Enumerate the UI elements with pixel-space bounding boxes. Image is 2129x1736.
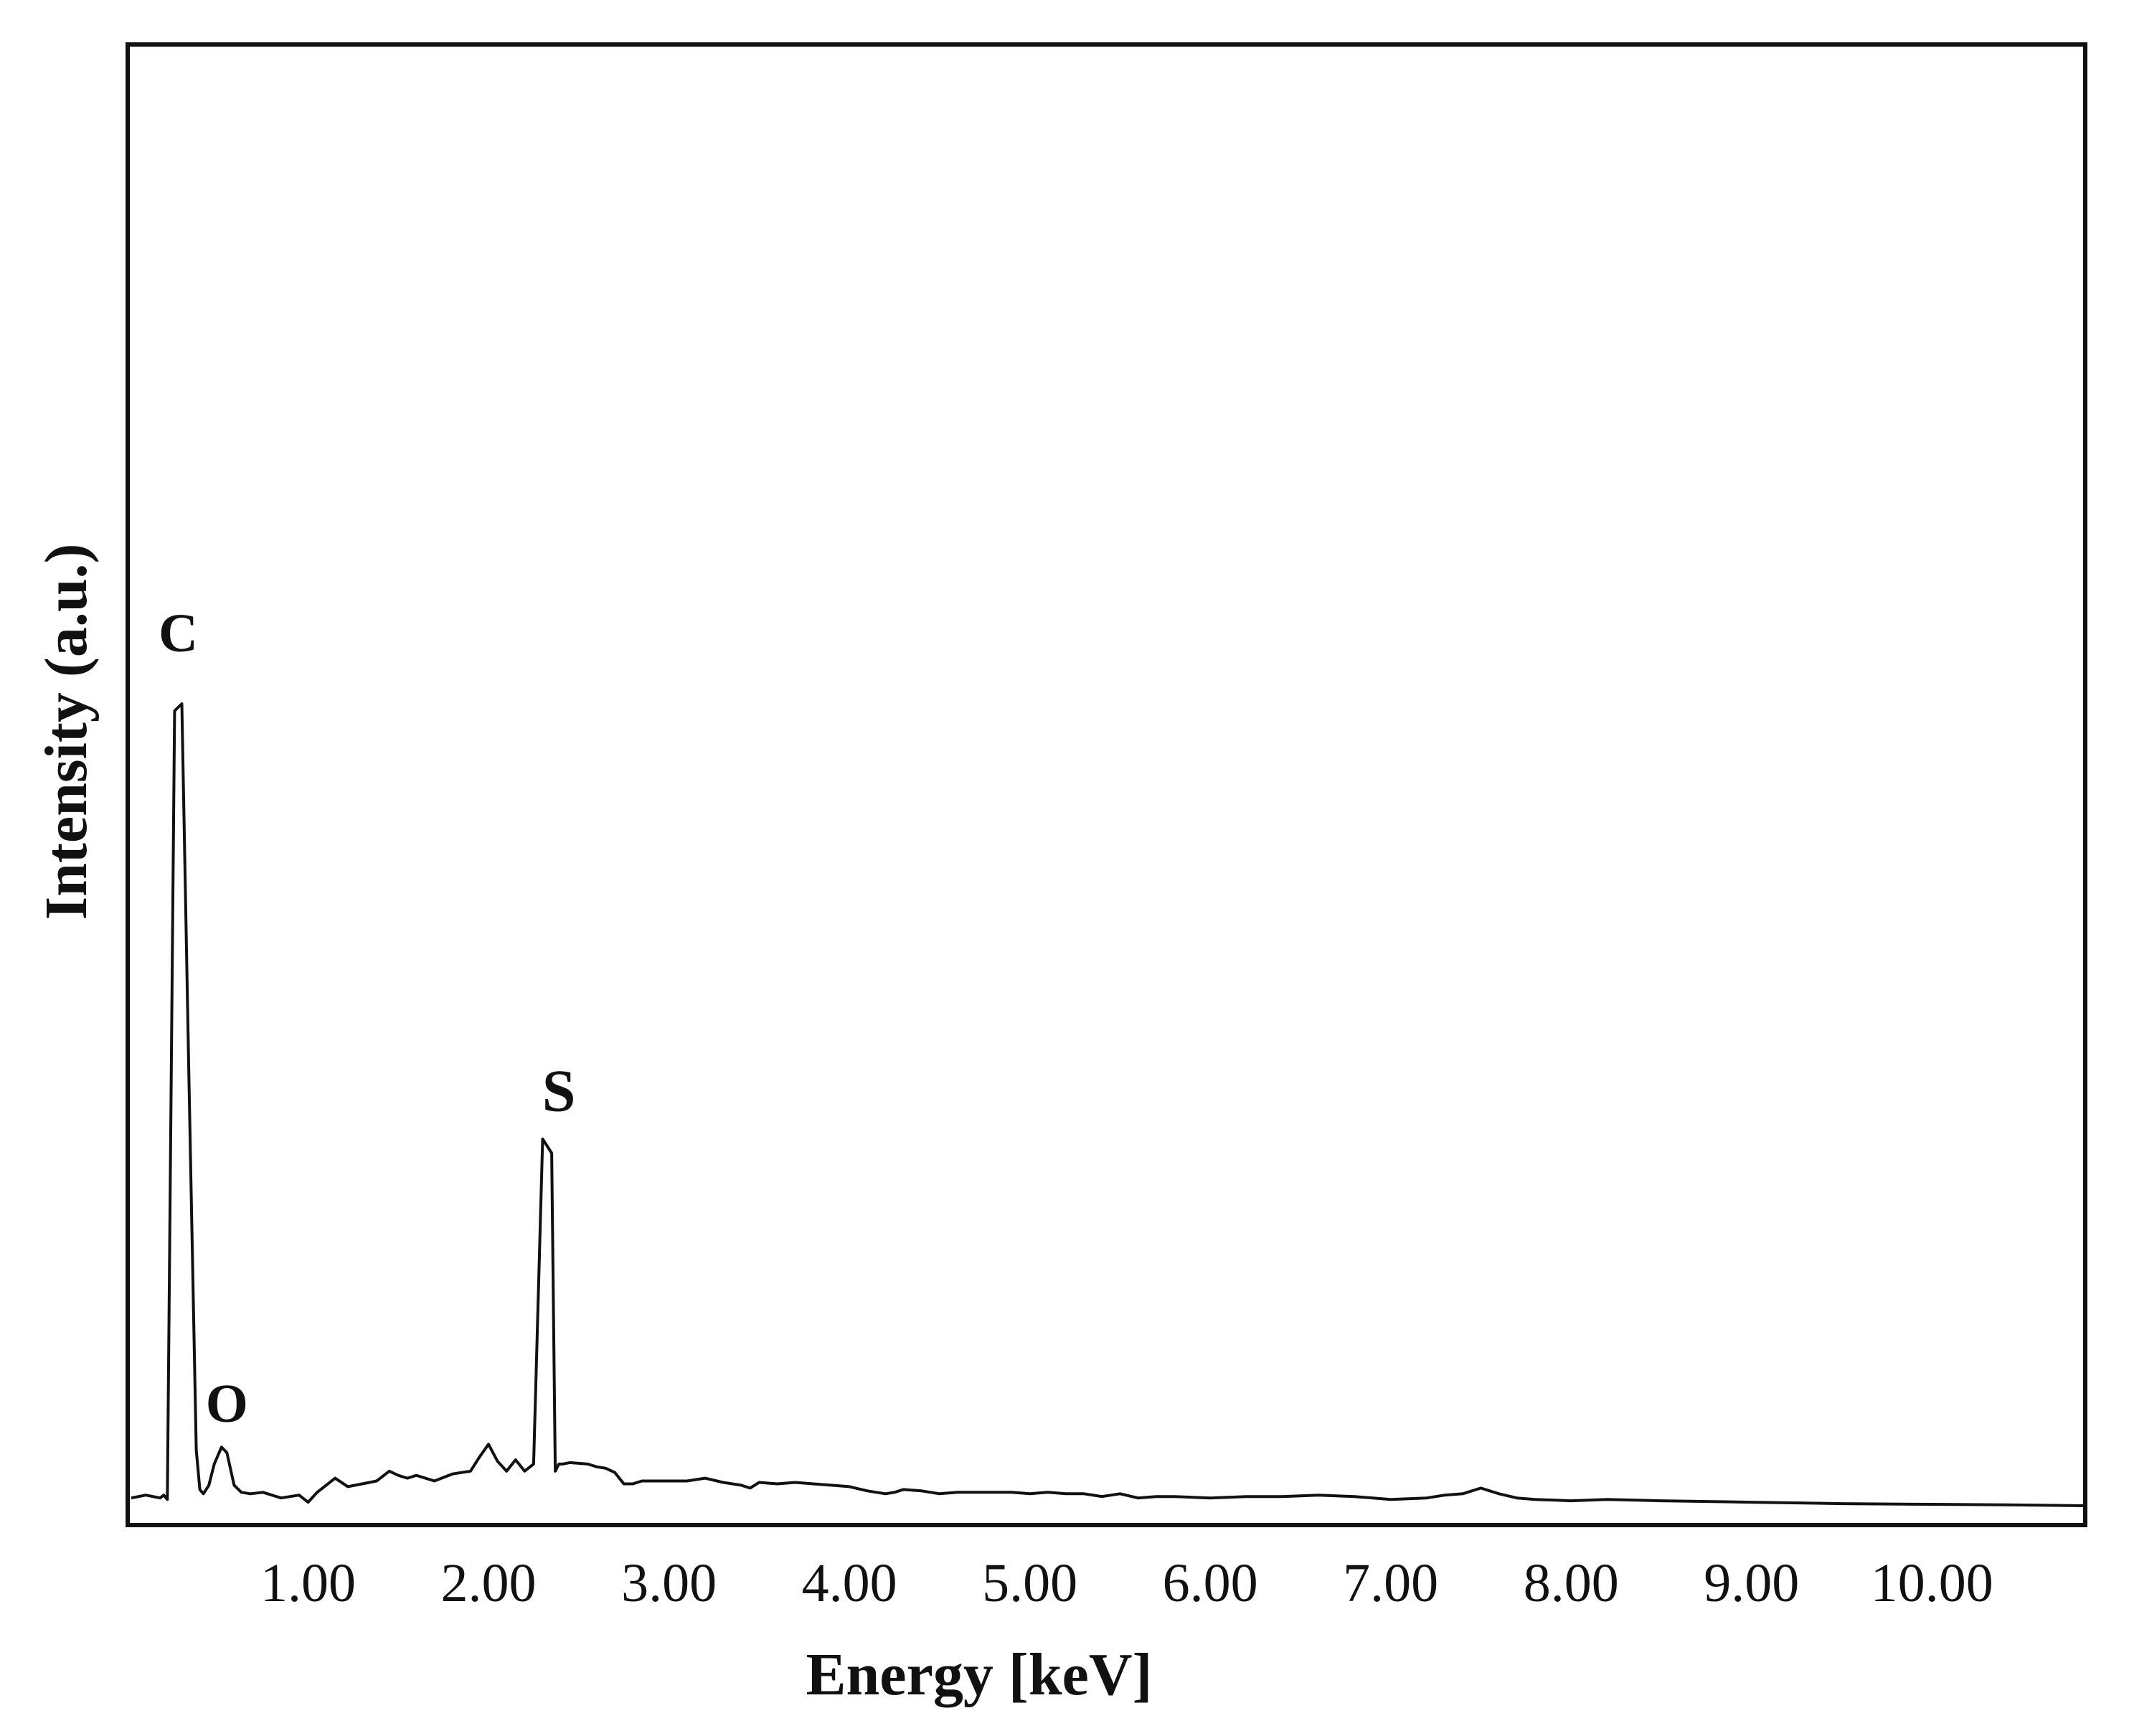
x-tick-label: 6.00 [1163,1553,1258,1613]
plot-frame [126,42,2087,1527]
peak-labels: C O S [159,603,576,1434]
peak-label-o: O [206,1374,248,1434]
x-tick-label: 2.00 [441,1553,537,1613]
x-tick-labels: 1.00 2.00 3.00 4.00 5.00 6.00 7.00 8.00 9.00 10.0… [260,1553,1993,1613]
x-tick-label: 3.00 [621,1553,717,1613]
peak-label-s: S [542,1057,576,1124]
x-tick-label: 4.00 [802,1553,897,1613]
x-tick-label: 5.00 [982,1553,1077,1613]
x-tick-label: 7.00 [1343,1553,1438,1613]
x-tick-label: 8.00 [1524,1553,1619,1613]
x-axis-title: Energy [keV] [806,1641,1153,1708]
x-tick-label: 10.00 [1871,1553,1993,1613]
x-tick-label: 1.00 [260,1553,356,1613]
peak-label-c: C [159,603,198,664]
y-axis-title: Intensity (a.u.) [33,543,100,920]
x-tick-label: 9.00 [1704,1553,1799,1613]
spectrum-series-line [131,702,2086,1507]
